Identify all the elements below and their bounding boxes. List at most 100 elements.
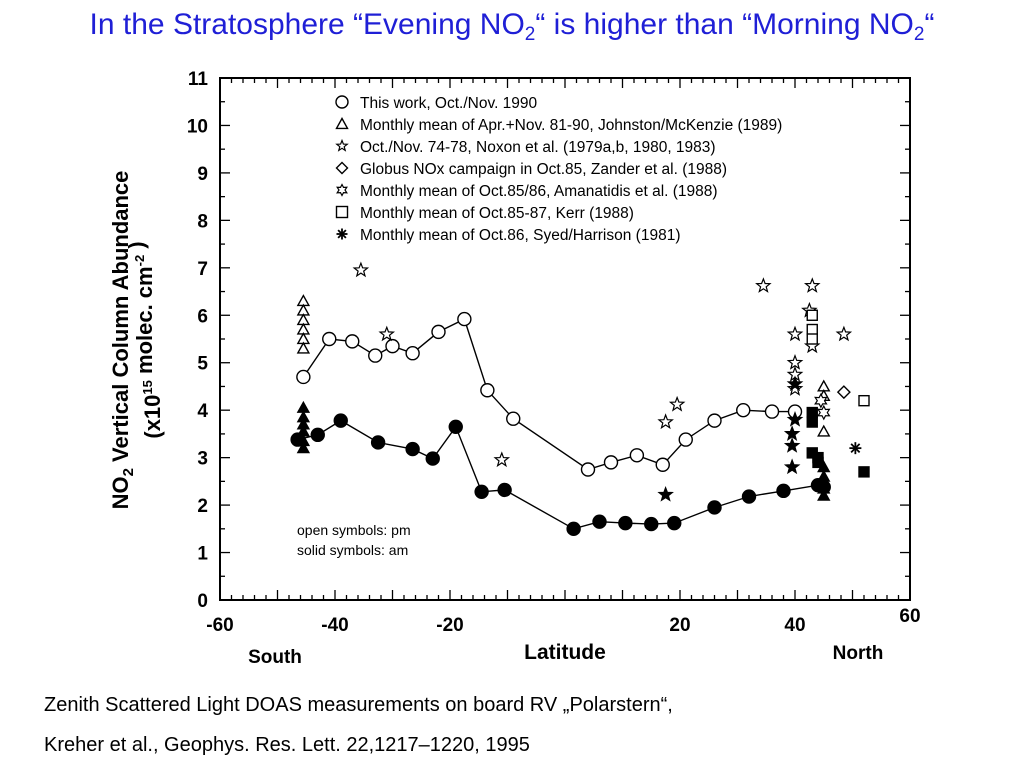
data-point-circle-filled [592,514,607,529]
legend-symbol-triangle [335,117,349,130]
data-point-star-filled [786,375,804,392]
data-point-star [657,413,674,430]
data-point-star-filled [657,486,674,502]
x-tick-label: -60 [206,615,233,636]
data-point-circle-filled [310,427,325,443]
data-point-square-filled [812,456,824,469]
title-part-3: “ [924,8,935,41]
y-tick-label: 0 [197,591,208,612]
slide-title: In the Stratosphere “Evening NO2“ is hig… [0,8,1024,45]
data-point-circle [629,448,645,463]
y-tick-label: 6 [197,306,208,327]
data-point-circle [580,462,596,477]
y-tick-label: 3 [197,449,208,470]
legend-label: Monthly mean of Oct.85-87, Kerr (1988) [360,205,634,222]
data-point-circle [707,413,722,428]
title-subscript-2: 2 [913,24,925,45]
data-point-circle-filled [667,515,682,531]
data-point-circle [480,383,495,398]
y-tick-label: 7 [197,259,208,280]
data-point-hexstar [816,404,831,421]
legend-symbol-asterisk [336,228,348,240]
x-tick-label: 20 [669,615,690,636]
data-point-star [803,277,821,293]
data-point-star-filled [783,458,801,475]
data-point-star [378,325,396,342]
data-point-circle-filled [370,435,386,450]
data-point-circle-filled [333,413,348,428]
data-point-square-filled [806,406,818,419]
legend-symbol-hexstar [336,183,348,197]
no2-latitude-chart: -60 -40 -20 20 40 60 0 1 2 3 4 5 6 7 8 9 10 11 This work,… [108,69,921,668]
y-tick-label: 5 [197,354,208,375]
data-point-square [806,323,818,336]
data-point-circle [764,404,780,419]
data-point-circle-filled [474,484,489,500]
y-axis-unit: (x1015 molec. cm-2 ) [124,241,165,438]
legend-symbol-diamond [335,161,349,175]
title-part-2: “ is higher than “Morning NO [535,8,914,41]
title-subscript-1: 2 [524,24,536,45]
data-point-circle-filled [425,451,440,466]
data-point-circle [506,411,521,426]
data-point-circle [457,311,472,327]
legend-label: Monthly mean of Oct.86, Syed/Harrison (1… [360,227,680,244]
data-point-circle [405,346,420,361]
data-point-star-filled [783,437,801,453]
caption-line-1: Zenith Scattered Light DOAS measurements… [44,694,673,716]
x-tick-label: -20 [436,615,463,636]
x-tick-label: 40 [784,615,805,636]
x-axis-title: Latitude [524,641,606,664]
data-point-asterisk [849,442,862,455]
data-point-circle-filled [405,441,420,457]
y-tick-label: 10 [187,116,208,137]
data-point-triangle-filled [817,469,831,482]
data-point-star-filled [783,425,801,442]
x-tick-label: -40 [321,615,348,636]
y-tick-label: 1 [197,544,208,565]
data-point-circle [736,402,751,418]
x-axis-south-label: South [248,647,302,668]
data-points [290,261,870,537]
data-point-star [493,451,511,468]
asterisk-stroke [337,229,347,239]
data-point-star [755,277,772,293]
data-point-triangle-filled [296,441,311,454]
legend: This work, Oct./Nov. 1990 Monthly mean of… [335,95,782,244]
y-tick-label: 8 [197,211,208,232]
y-tick-label: 11 [188,69,209,90]
y-tick-label: 2 [197,496,208,517]
symbol-note-am: solid symbols: am [297,542,408,558]
data-point-triangle-filled [817,488,831,501]
data-point-circle [385,338,400,354]
legend-symbol-star [335,138,349,152]
data-point-circle [655,457,670,472]
legend-label: This work, Oct./Nov. 1990 [360,95,538,112]
data-point-star [786,353,804,370]
data-point-diamond [836,385,851,400]
data-point-hexstar [814,392,828,409]
data-point-circle [603,455,619,470]
x-tick-label: 60 [899,606,920,627]
data-point-circle [368,348,383,363]
data-point-square [806,333,818,345]
legend-label: Globus NOx campaign in Oct.85, Zander et… [360,161,727,178]
asterisk-stroke [850,443,861,454]
data-point-circle [431,324,446,340]
data-point-square-filled [806,416,818,428]
legend-label: Oct./Nov. 74-78, Noxon et al. (1979a,b, … [360,139,716,156]
data-point-triangle [296,341,311,354]
data-point-star-filled [786,410,804,427]
data-point-square [858,394,870,407]
data-point-circle-filled [776,483,791,499]
legend-label: Monthly mean of Apr.+Nov. 81-90, Johnsto… [360,117,782,134]
data-point-circle-filled [497,482,512,498]
data-point-circle-filled [741,489,757,504]
data-point-triangle [817,424,831,437]
data-point-star [352,261,370,278]
y-tick-label: 9 [197,164,208,185]
legend-symbol-circle [335,95,349,109]
data-point-star [786,325,804,342]
data-point-circle-filled [644,516,659,532]
data-point-star [786,380,804,396]
